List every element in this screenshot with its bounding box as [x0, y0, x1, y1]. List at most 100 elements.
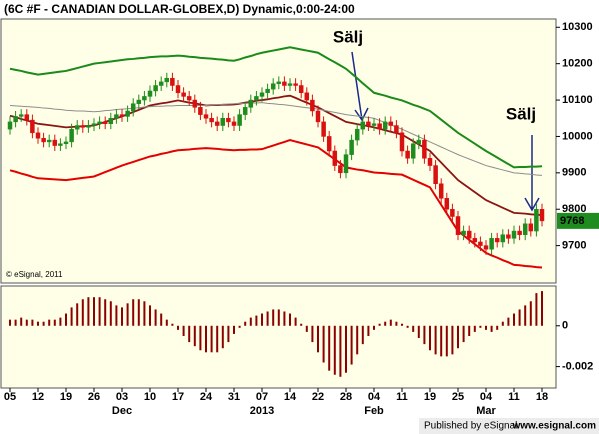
candle-body [63, 141, 69, 144]
candle-body [209, 118, 214, 123]
candle-body [125, 110, 130, 117]
bar [485, 325, 487, 330]
bar [25, 319, 28, 326]
candle-body [310, 99, 315, 112]
arrow [351, 51, 369, 122]
bar [333, 325, 336, 375]
annotation-arrows [351, 51, 540, 212]
candle-body [58, 143, 63, 146]
chart-title: (6C #F - CANADIAN DOLLAR-GLOBEX,D) Dynam… [4, 2, 355, 16]
bar [137, 299, 140, 326]
y-tick-label: -0.002 [562, 360, 593, 372]
bar [322, 325, 325, 363]
candle-body [455, 216, 461, 235]
x-tick-label: 19 [60, 391, 72, 403]
candle-body [494, 238, 500, 243]
bar [249, 317, 252, 326]
candle-body [366, 121, 371, 126]
candle-body [136, 99, 142, 104]
bar [423, 325, 426, 345]
y-tick-label: 10300 [562, 21, 593, 33]
candle-body [130, 103, 136, 112]
candle-body [170, 77, 175, 86]
candle-body [377, 123, 382, 130]
bar [412, 325, 415, 332]
bar [188, 325, 191, 343]
candle-body [242, 107, 248, 115]
candle-body [461, 230, 466, 235]
bar [434, 325, 437, 355]
bar [233, 325, 235, 334]
bar [339, 325, 342, 377]
candle-body [108, 118, 114, 124]
last-price-label: 9768 [560, 215, 584, 227]
bar [266, 311, 269, 326]
bar [479, 325, 482, 328]
candle-body [444, 198, 450, 210]
candle-body [433, 165, 438, 185]
x-tick-label: 11 [508, 391, 520, 403]
candle-body [80, 125, 86, 128]
candle-body [186, 96, 192, 101]
x-tick-label: 14 [284, 391, 297, 403]
candle-body [517, 230, 522, 235]
candle-body [338, 165, 343, 174]
candle-body [276, 81, 282, 84]
candle-body [388, 121, 394, 126]
candle-body [119, 114, 125, 117]
bar [507, 317, 510, 326]
candle-body [304, 92, 310, 101]
footer-bar [419, 418, 599, 434]
y-tick-label: 9700 [562, 240, 586, 252]
bar [121, 307, 123, 326]
oscillator-panel [0, 285, 557, 389]
candle-body [321, 121, 326, 137]
bar [171, 323, 174, 326]
candle-body [214, 121, 220, 126]
bar [294, 317, 297, 326]
bar [154, 309, 157, 326]
bar [126, 303, 129, 326]
candle-body [500, 234, 506, 243]
candle-body [175, 85, 181, 94]
x-tick-label: 19 [424, 391, 436, 403]
bar [311, 325, 314, 343]
candle-body [259, 92, 265, 97]
candle-body [450, 208, 455, 217]
candle-body [511, 230, 517, 239]
bar [216, 325, 219, 353]
bar [283, 311, 286, 326]
x-tick-label: 03 [116, 391, 128, 403]
bar [457, 325, 459, 349]
bar [76, 303, 79, 326]
bar [417, 325, 420, 339]
candle-body [326, 136, 332, 152]
candle-body [69, 128, 74, 143]
candle-body [231, 121, 237, 126]
candle-body [270, 83, 276, 90]
bar [401, 323, 403, 326]
bar [177, 325, 179, 330]
bar [98, 297, 101, 326]
x-tick-label: 28 [340, 391, 352, 403]
x-group-label: Dec [112, 405, 132, 417]
candle-body [86, 125, 91, 128]
bar [518, 309, 521, 326]
y-tick-label: 10100 [562, 94, 593, 106]
x-tick-label: 05 [4, 391, 16, 403]
bar [53, 319, 56, 326]
x-group-label: Feb [364, 405, 384, 417]
annotation: Sälj [506, 104, 536, 123]
indicator-line [9, 94, 543, 216]
indicator-line [9, 139, 543, 269]
bar [317, 325, 319, 353]
bar [182, 325, 185, 336]
candle-body [142, 96, 147, 101]
bar [384, 321, 387, 326]
bar [529, 301, 532, 326]
arrow [524, 135, 540, 212]
bar [149, 305, 151, 326]
candle-body [97, 121, 102, 124]
bar [193, 325, 196, 347]
candle-body [30, 119, 35, 134]
